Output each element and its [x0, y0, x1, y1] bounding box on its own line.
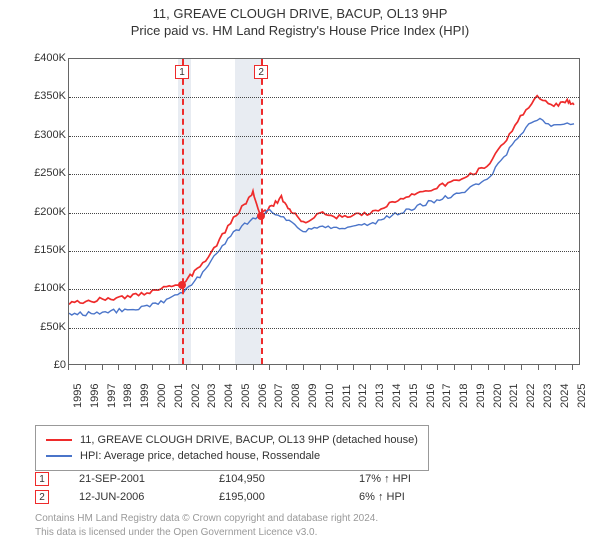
- event-price: £195,000: [219, 491, 329, 503]
- chart-subtitle: Price paid vs. HM Land Registry's House …: [0, 23, 600, 38]
- x-tick-label: 2021: [508, 388, 520, 408]
- series-property: [69, 96, 574, 305]
- x-tick-label: 2023: [542, 388, 554, 408]
- legend: 11, GREAVE CLOUGH DRIVE, BACUP, OL13 9HP…: [35, 425, 429, 471]
- title-block: 11, GREAVE CLOUGH DRIVE, BACUP, OL13 9HP…: [0, 0, 600, 38]
- x-tick-label: 1998: [122, 388, 134, 408]
- legend-swatch: [46, 439, 72, 441]
- event-date: 21-SEP-2001: [79, 473, 189, 485]
- y-tick-label: £400K: [10, 52, 66, 64]
- event-box-2: 2: [35, 490, 49, 504]
- y-tick-label: £0: [10, 359, 66, 371]
- event-price: £104,950: [219, 473, 329, 485]
- attribution: Contains HM Land Registry data © Crown c…: [35, 512, 585, 539]
- x-tick-label: 2020: [492, 388, 504, 408]
- chart-container: 11, GREAVE CLOUGH DRIVE, BACUP, OL13 9HP…: [0, 0, 600, 560]
- x-tick-label: 2017: [441, 388, 453, 408]
- y-tick-label: £300K: [10, 129, 66, 141]
- x-tick-label: 2025: [576, 388, 588, 408]
- y-tick-label: £250K: [10, 167, 66, 179]
- x-tick-label: 2013: [374, 388, 386, 408]
- x-tick-label: 2016: [425, 388, 437, 408]
- x-tick-label: 1999: [139, 388, 151, 408]
- attribution-line2: This data is licensed under the Open Gov…: [35, 526, 585, 540]
- event-date: 12-JUN-2006: [79, 491, 189, 503]
- x-tick-label: 2001: [173, 388, 185, 408]
- event-vs-hpi: 6% ↑ HPI: [359, 491, 469, 503]
- x-tick-label: 2011: [341, 388, 353, 408]
- line-series-svg: [69, 59, 579, 364]
- attribution-line1: Contains HM Land Registry data © Crown c…: [35, 512, 585, 526]
- legend-row: HPI: Average price, detached house, Ross…: [46, 448, 418, 464]
- x-tick-label: 1996: [89, 388, 101, 408]
- event-box-1: 1: [35, 472, 49, 486]
- sale-dot: [257, 212, 265, 220]
- event-marker-2: 2: [254, 65, 268, 79]
- x-tick-label: 2009: [307, 388, 319, 408]
- event-row: 2 12-JUN-2006 £195,000 6% ↑ HPI: [35, 488, 469, 506]
- y-tick-label: £50K: [10, 321, 66, 333]
- x-tick-label: 2002: [190, 388, 202, 408]
- legend-label: 11, GREAVE CLOUGH DRIVE, BACUP, OL13 9HP…: [80, 432, 418, 448]
- event-row: 1 21-SEP-2001 £104,950 17% ↑ HPI: [35, 470, 469, 488]
- x-tick-label: 2015: [408, 388, 420, 408]
- y-tick-label: £350K: [10, 90, 66, 102]
- chart-area: 12 £0£50K£100K£150K£200K£250K£300K£350K£…: [10, 50, 590, 420]
- x-tick-label: 1995: [72, 388, 84, 408]
- sale-events-table: 1 21-SEP-2001 £104,950 17% ↑ HPI 2 12-JUN-200…: [35, 470, 469, 506]
- x-tick-label: 2018: [458, 388, 470, 408]
- x-tick-label: 2005: [240, 388, 252, 408]
- x-tick-label: 2006: [257, 388, 269, 408]
- sale-dot: [178, 281, 186, 289]
- x-tick-label: 2000: [156, 388, 168, 408]
- event-vs-hpi: 17% ↑ HPI: [359, 473, 469, 485]
- x-tick-label: 2007: [273, 388, 285, 408]
- x-tick-label: 2008: [290, 388, 302, 408]
- event-marker-1: 1: [175, 65, 189, 79]
- x-tick-label: 1997: [106, 388, 118, 408]
- x-tick-label: 2010: [324, 388, 336, 408]
- x-tick-label: 2024: [559, 388, 571, 408]
- legend-row: 11, GREAVE CLOUGH DRIVE, BACUP, OL13 9HP…: [46, 432, 418, 448]
- x-tick-label: 2004: [223, 388, 235, 408]
- x-tick-label: 2003: [206, 388, 218, 408]
- x-tick-label: 2022: [525, 388, 537, 408]
- x-tick-label: 2012: [357, 388, 369, 408]
- y-tick-label: £200K: [10, 206, 66, 218]
- legend-label: HPI: Average price, detached house, Ross…: [80, 448, 320, 464]
- x-tick-label: 2019: [475, 388, 487, 408]
- plot-area: 12: [68, 58, 580, 365]
- chart-title-address: 11, GREAVE CLOUGH DRIVE, BACUP, OL13 9HP: [0, 6, 600, 21]
- y-tick-label: £150K: [10, 244, 66, 256]
- y-tick-label: £100K: [10, 282, 66, 294]
- x-tick-label: 2014: [391, 388, 403, 408]
- legend-swatch: [46, 455, 72, 457]
